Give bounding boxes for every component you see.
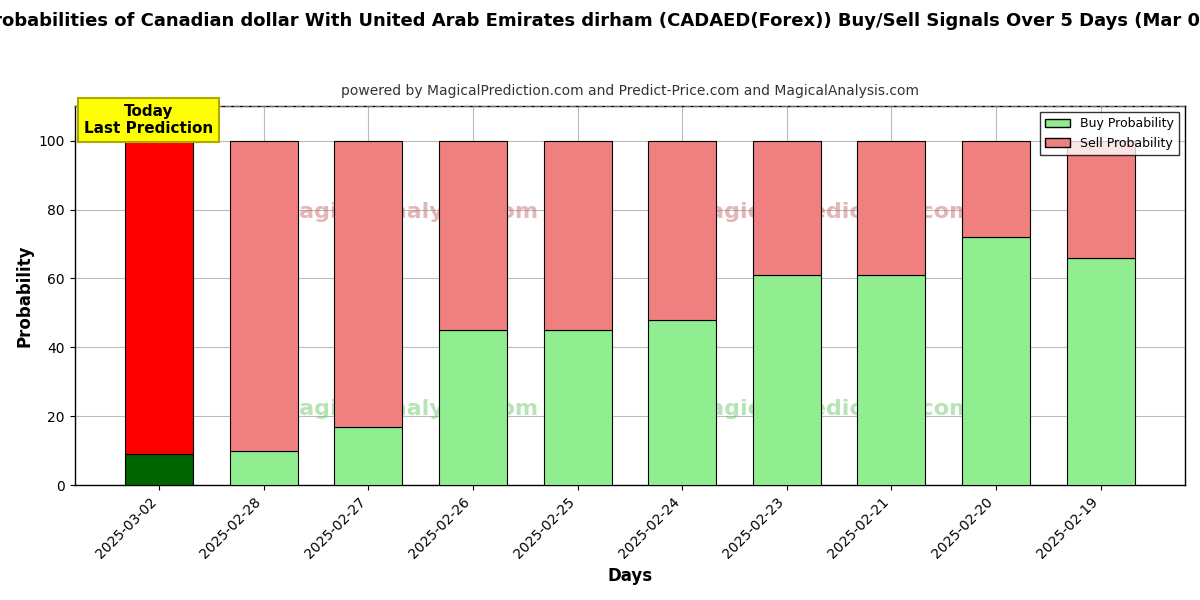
- Bar: [857, 140, 925, 275]
- Bar: [1067, 140, 1134, 258]
- Bar: [648, 140, 716, 320]
- Text: Today
Last Prediction: Today Last Prediction: [84, 104, 214, 136]
- Bar: [125, 454, 193, 485]
- Bar: [544, 330, 612, 485]
- Bar: [648, 320, 716, 485]
- Bar: [229, 451, 298, 485]
- Text: MagicalAnalysis.com: MagicalAnalysis.com: [277, 400, 539, 419]
- Bar: [752, 140, 821, 275]
- Bar: [962, 237, 1030, 485]
- Bar: [962, 140, 1030, 237]
- Bar: [1067, 258, 1134, 485]
- Text: MagicalPrediction.com: MagicalPrediction.com: [688, 400, 972, 419]
- Text: Probabilities of Canadian dollar With United Arab Emirates dirham (CADAED(Forex): Probabilities of Canadian dollar With Un…: [0, 12, 1200, 30]
- Bar: [752, 275, 821, 485]
- Bar: [229, 140, 298, 451]
- Y-axis label: Probability: Probability: [16, 244, 34, 347]
- Bar: [439, 140, 506, 330]
- X-axis label: Days: Days: [607, 567, 653, 585]
- Title: powered by MagicalPrediction.com and Predict-Price.com and MagicalAnalysis.com: powered by MagicalPrediction.com and Pre…: [341, 84, 919, 98]
- Bar: [857, 275, 925, 485]
- Text: MagicalPrediction.com: MagicalPrediction.com: [688, 202, 972, 222]
- Text: MagicalAnalysis.com: MagicalAnalysis.com: [277, 202, 539, 222]
- Bar: [125, 140, 193, 454]
- Bar: [544, 140, 612, 330]
- Legend: Buy Probability, Sell Probability: Buy Probability, Sell Probability: [1040, 112, 1178, 155]
- Bar: [335, 427, 402, 485]
- Bar: [335, 140, 402, 427]
- Bar: [439, 330, 506, 485]
